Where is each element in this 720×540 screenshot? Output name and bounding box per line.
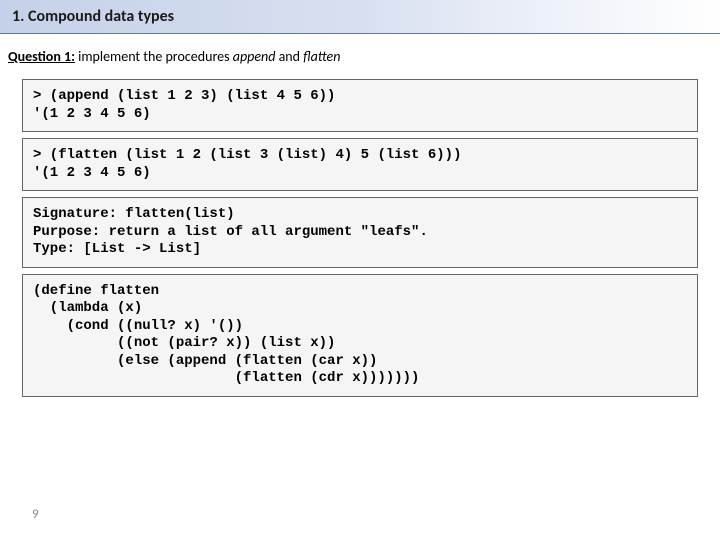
code-block-append: > (append (list 1 2 3) (list 4 5 6)) '(1… xyxy=(22,79,698,132)
question-line: Question 1: implement the procedures app… xyxy=(0,34,720,75)
code-block-signature: Signature: flatten(list) Purpose: return… xyxy=(22,197,698,268)
code-block-flatten-call: > (flatten (list 1 2 (list 3 (list) 4) 5… xyxy=(22,138,698,191)
question-proc2: flatten xyxy=(303,48,340,65)
code-block-define: (define flatten (lambda (x) (cond ((null… xyxy=(22,274,698,397)
slide-title: 1. Compound data types xyxy=(12,7,174,26)
title-bar: 1. Compound data types xyxy=(0,0,720,34)
question-mid: and xyxy=(275,48,303,65)
question-text-before: implement the procedures xyxy=(75,48,233,65)
question-label: Question 1: xyxy=(8,48,75,65)
page-number: 9 xyxy=(32,507,39,522)
question-proc1: append xyxy=(233,48,276,65)
